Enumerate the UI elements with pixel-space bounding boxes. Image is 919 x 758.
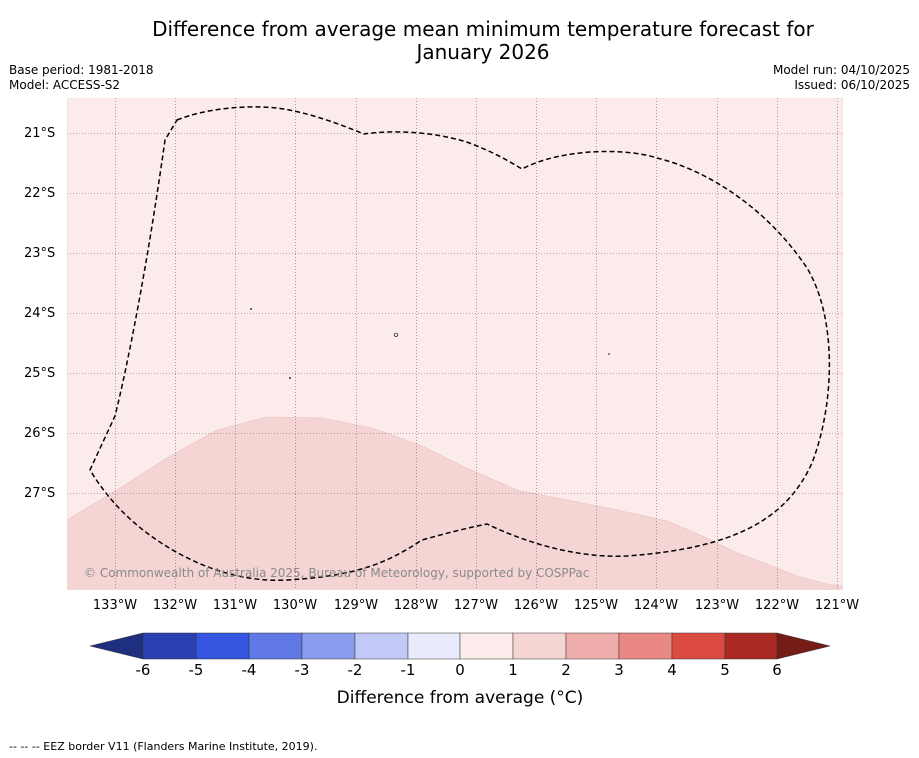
map-frame — [67, 98, 843, 590]
cb-bin-3-4 — [618, 632, 673, 660]
lon-label-122w: 122°W — [754, 598, 800, 613]
lat-label-27s: 27°S — [24, 486, 56, 501]
cb-tick-6: 6 — [772, 661, 782, 679]
cb-bin-neg4-neg3 — [248, 632, 303, 660]
cb-bin-neg3-neg2 — [301, 632, 356, 660]
cb-tick-1: 1 — [508, 661, 518, 679]
cb-bin-5-6 — [724, 632, 778, 660]
lat-label-23s: 23°S — [24, 246, 56, 261]
cb-tick-3: 3 — [614, 661, 624, 679]
cb-bin-4-5 — [671, 632, 726, 660]
island-mark — [393, 332, 399, 337]
lat-label-21s: 21°S — [24, 126, 56, 141]
copyright-notice: © Commonwealth of Australia 2025, Bureau… — [84, 566, 590, 580]
forecast-map — [67, 98, 843, 590]
cb-tick-neg6: -6 — [135, 661, 151, 679]
island-mark — [250, 308, 252, 310]
lat-gridlines — [67, 133, 843, 494]
cb-tick-neg5: -5 — [188, 661, 204, 679]
cb-bin-neg6-neg5 — [142, 632, 197, 660]
cb-tick-5: 5 — [720, 661, 730, 679]
cb-bin-neg2-neg1 — [354, 632, 409, 660]
chart-title: Difference from average mean minimum tem… — [0, 18, 919, 64]
lon-label-121w: 121°W — [814, 598, 860, 613]
lon-label-123w: 123°W — [694, 598, 740, 613]
colorbar-label: Difference from average (°C) — [336, 688, 584, 708]
eez-border — [89, 106, 831, 582]
cb-bin-neg1-0 — [407, 632, 461, 660]
lat-label-24s: 24°S — [24, 306, 56, 321]
cb-tick-2: 2 — [561, 661, 571, 679]
cb-tick-neg2: -2 — [347, 661, 363, 679]
issued-date: Issued: 06/10/2025 — [794, 78, 910, 92]
cb-tick-0: 0 — [455, 661, 465, 679]
lat-label-22s: 22°S — [24, 186, 56, 201]
cb-tick-neg3: -3 — [294, 661, 310, 679]
lon-label-129w: 129°W — [333, 598, 379, 613]
base-period: Base period: 1981-2018 — [9, 63, 154, 77]
colorbar — [90, 632, 830, 660]
model-run: Model run: 04/10/2025 — [772, 63, 910, 77]
lon-label-132w: 132°W — [152, 598, 198, 613]
eez-border-footnote: -- -- -- EEZ border V11 (Flanders Marine… — [9, 740, 318, 753]
cb-extend-low — [90, 632, 144, 660]
island-mark — [289, 377, 291, 379]
small-islands — [250, 308, 610, 379]
title-line-2: January 2026 — [416, 40, 550, 64]
cb-tick-neg4: -4 — [241, 661, 257, 679]
meta-right: Model run: 04/10/2025 Issued: 06/10/2025 — [773, 63, 910, 93]
lon-label-125w: 125°W — [573, 598, 619, 613]
lon-label-131w: 131°W — [212, 598, 258, 613]
cb-bin-neg5-neg4 — [195, 632, 250, 660]
anomaly-zone-1-to-2 — [67, 416, 843, 590]
lat-label-26s: 26°S — [24, 426, 56, 441]
lon-label-128w: 128°W — [393, 598, 439, 613]
meta-left: Base period: 1981-2018 Model: ACCESS-S2 — [9, 63, 154, 93]
lon-gridlines — [115, 98, 838, 590]
cb-tick-4: 4 — [667, 661, 677, 679]
model-name: Model: ACCESS-S2 — [9, 78, 121, 92]
title-line-1: Difference from average mean minimum tem… — [152, 17, 814, 41]
lon-label-133w: 133°W — [92, 598, 138, 613]
cb-extend-high — [776, 632, 830, 660]
cb-bin-2-3 — [565, 632, 620, 660]
lon-label-126w: 126°W — [513, 598, 559, 613]
lon-label-124w: 124°W — [633, 598, 679, 613]
lon-label-127w: 127°W — [453, 598, 499, 613]
lon-label-130w: 130°W — [272, 598, 318, 613]
cb-bin-1-2 — [512, 632, 567, 660]
cb-tick-neg1: -1 — [400, 661, 416, 679]
cb-bin-0-1 — [459, 632, 514, 660]
island-mark — [608, 353, 610, 355]
lat-label-25s: 25°S — [24, 366, 56, 381]
